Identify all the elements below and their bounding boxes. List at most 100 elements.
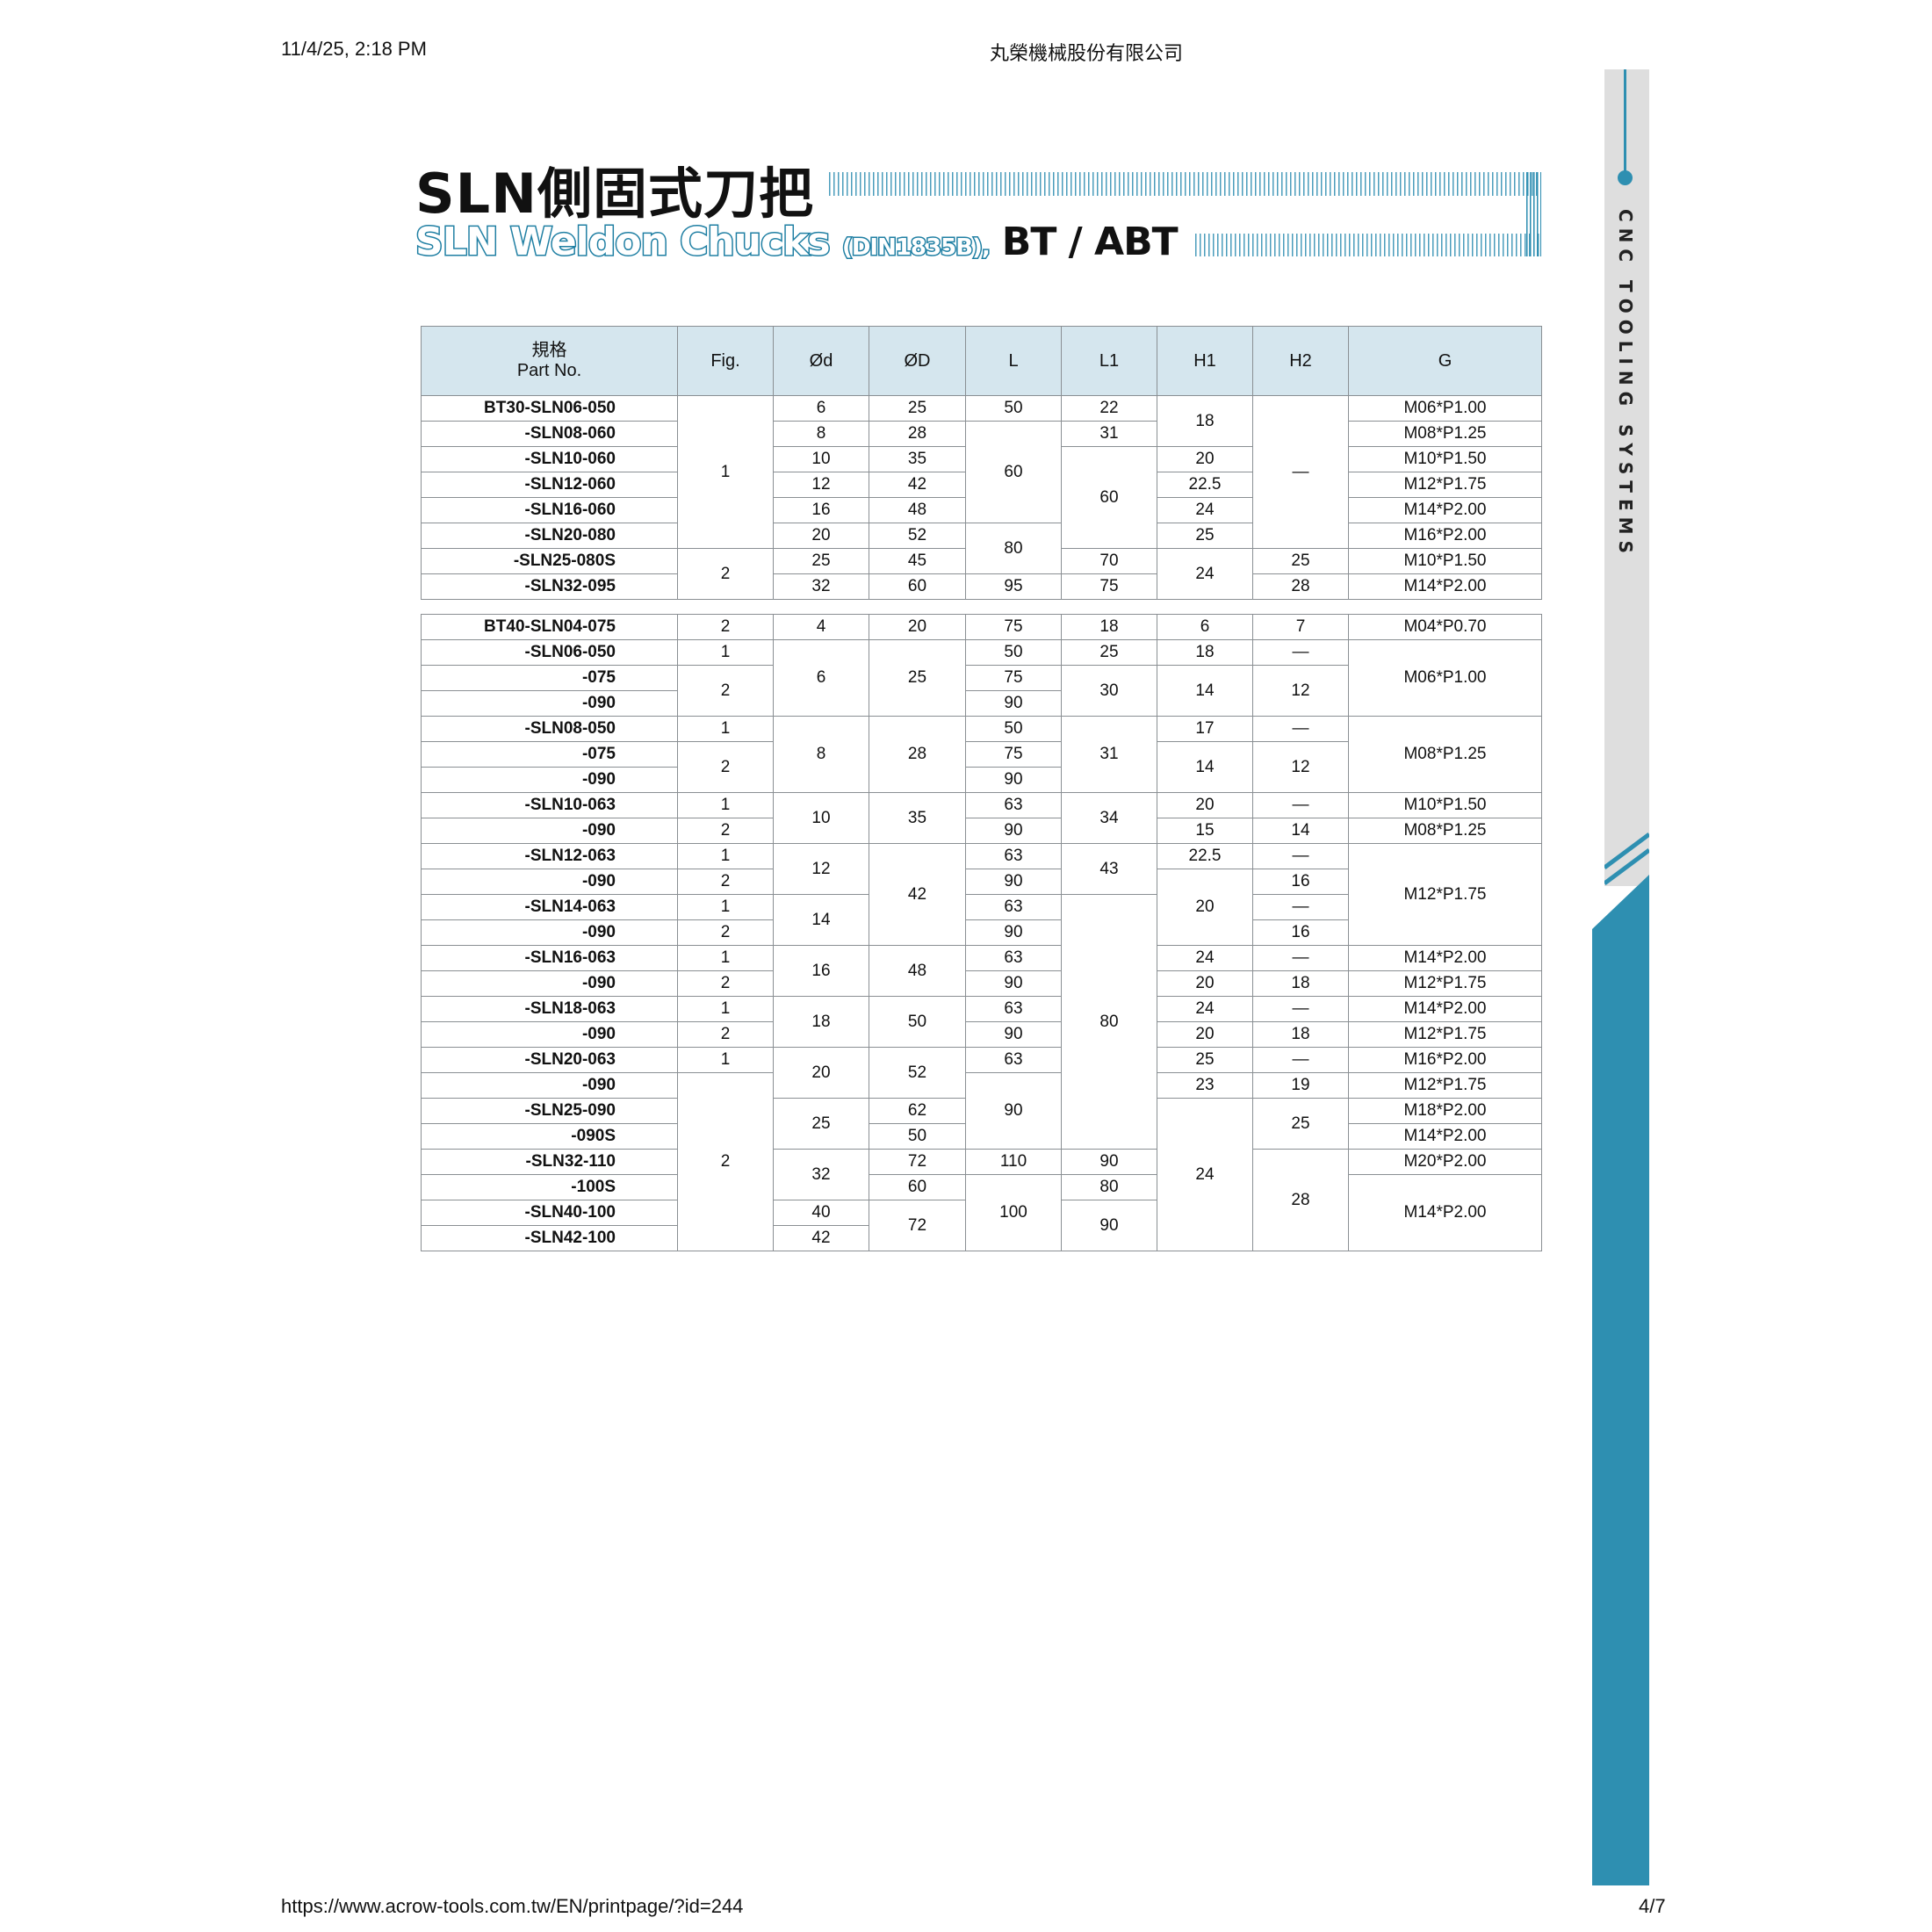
cell-d-large: 45: [869, 548, 966, 574]
title-en-standard: (DIN1835B),: [840, 234, 991, 263]
cell-g: M04*P0.70: [1348, 614, 1542, 640]
cell-d-small: 6: [773, 639, 869, 717]
cell-h1: 22.5: [1157, 843, 1253, 869]
cell-part-no: -SLN12-060: [421, 472, 678, 498]
cell-fig: 1: [677, 996, 774, 1022]
table-row: -075 2 75 30 14 12: [421, 665, 1542, 717]
table-row: -SLN12-060 12 42 22.5 M12*P1.75: [421, 472, 1542, 498]
header-d-small: Ød: [773, 326, 869, 396]
cell-h1: 24: [1157, 945, 1253, 971]
cell-part-no: -100S: [421, 1174, 678, 1200]
cell-h2: 28: [1252, 573, 1349, 600]
cell-g: M06*P1.00: [1348, 639, 1542, 717]
table-row: -SLN25-080S 2 25 45 70 24 25 M10*P1.50: [421, 548, 1542, 600]
table-row: -SLN08-050 1 8 28 50 31 17— M08*P1.25: [421, 716, 1542, 793]
cell-h1: 25: [1157, 523, 1253, 549]
cell-h2: —: [1252, 945, 1349, 971]
cell-h1: 24: [1157, 996, 1253, 1022]
cell-h2: —: [1252, 716, 1349, 742]
cell-fig: 2: [677, 741, 774, 793]
cell-l: 50: [965, 716, 1062, 742]
cell-part-no: -090S: [421, 1123, 678, 1150]
table-row: -SLN42-100 42: [421, 1225, 1542, 1251]
cell-part-no: -075: [421, 665, 678, 691]
cell-part-no: -SLN12-063: [421, 843, 678, 869]
cell-fig: 1: [677, 1047, 774, 1073]
cell-h1: 15: [1157, 818, 1253, 844]
cell-fig: 2: [677, 665, 774, 717]
cell-g: M14*P2.00: [1348, 497, 1542, 523]
cell-l1: 25: [1061, 639, 1157, 666]
cell-l1: 43: [1061, 843, 1157, 895]
cell-part-no: -090: [421, 690, 678, 717]
cell-fig: 1: [677, 894, 774, 920]
header-l: L: [965, 326, 1062, 396]
table-row: -SLN20-080 20 52 80 25 M16*P2.00: [421, 523, 1542, 574]
cell-l: 63: [965, 894, 1062, 920]
cell-d-small: 16: [773, 497, 869, 523]
cell-part-no: -SLN32-095: [421, 573, 678, 600]
cell-h2: —: [1252, 843, 1349, 869]
cell-d-large: 52: [869, 523, 966, 549]
cell-part-no: BT40-SLN04-075: [421, 614, 678, 640]
cell-fig: 1: [677, 716, 774, 742]
cell-g: M18*P2.00: [1348, 1098, 1542, 1124]
cell-g: M10*P1.50: [1348, 548, 1542, 574]
cell-l: 90: [965, 869, 1062, 895]
cell-fig: 1: [677, 843, 774, 869]
cell-g: M16*P2.00: [1348, 1047, 1542, 1073]
cell-l: 63: [965, 945, 1062, 971]
cell-h2: 25: [1252, 548, 1349, 574]
cell-g: M14*P2.00: [1348, 1174, 1542, 1251]
cell-g: M16*P2.00: [1348, 523, 1542, 549]
cell-d-small: 10: [773, 446, 869, 472]
cell-g: M12*P1.75: [1348, 472, 1542, 498]
cell-g: M14*P2.00: [1348, 573, 1542, 600]
table-row: -SLN10-063 1 10 35 63 34 20— M10*P1.50: [421, 792, 1542, 844]
cell-d-large: 50: [869, 1123, 966, 1150]
cell-part-no: -075: [421, 741, 678, 768]
cell-h2: —: [1252, 996, 1349, 1022]
cell-h2: 19: [1252, 1072, 1349, 1099]
cell-part-no: -090: [421, 767, 678, 793]
cell-d-small: 12: [773, 472, 869, 498]
cell-l: 90: [965, 1021, 1062, 1048]
cell-part-no: -SLN25-090: [421, 1098, 678, 1124]
cell-l: 80: [965, 523, 1062, 574]
cell-h1: 24: [1157, 497, 1253, 523]
table-header-row: 規格 Part No. Fig. Ød ØD L L1 H1 H2 G: [421, 326, 1542, 396]
cell-h1: 17: [1157, 716, 1253, 742]
header-g: G: [1348, 326, 1542, 396]
table-row: -090S 50 M14*P2.00: [421, 1123, 1542, 1150]
cell-l: 75: [965, 614, 1062, 640]
cell-l1: 90: [1061, 1200, 1157, 1251]
cell-g: M20*P2.00: [1348, 1149, 1542, 1175]
cell-h2: —: [1252, 894, 1349, 920]
cell-part-no: -SLN06-050: [421, 639, 678, 666]
cell-fig: 1: [677, 395, 774, 549]
cell-part-no: -SLN08-060: [421, 421, 678, 447]
decorative-barcode-lines: [829, 172, 1541, 196]
cell-part-no: -SLN25-080S: [421, 548, 678, 574]
cell-h2: 12: [1252, 665, 1349, 717]
cell-l: 50: [965, 395, 1062, 422]
cell-h1: 23: [1157, 1072, 1253, 1099]
cell-h2: 25: [1252, 1098, 1349, 1150]
cell-h1: 24: [1157, 548, 1253, 600]
cell-l1: 30: [1061, 665, 1157, 717]
cell-part-no: -090: [421, 818, 678, 844]
cell-fig: 1: [677, 639, 774, 666]
header-part-no: 規格 Part No.: [421, 326, 678, 396]
cell-l: 90: [965, 919, 1062, 946]
cell-h1: 22.5: [1157, 472, 1253, 498]
cell-h2: 18: [1252, 970, 1349, 997]
cell-l: 100: [965, 1174, 1062, 1251]
cell-l1: 70: [1061, 548, 1157, 574]
sidebar-stripes-icon: [1604, 832, 1649, 886]
cell-l: 50: [965, 639, 1062, 666]
cell-part-no: -SLN20-063: [421, 1047, 678, 1073]
cell-h2: 16: [1252, 869, 1349, 895]
cell-part-no: -SLN18-063: [421, 996, 678, 1022]
table-row: -SLN12-063 1 12 42 63 43 22.5— M12*P1.75: [421, 843, 1542, 946]
table-row: -090 2 90 23 19 M12*P1.75: [421, 1072, 1542, 1251]
